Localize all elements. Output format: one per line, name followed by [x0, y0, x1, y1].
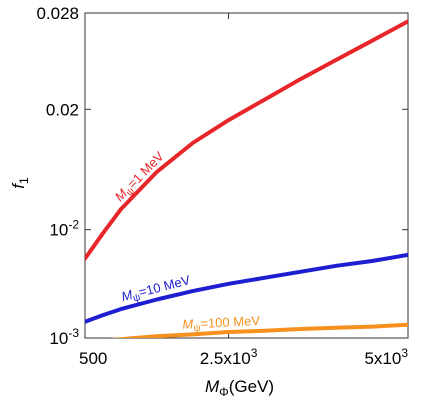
data-series: [85, 19, 408, 338]
y-tick-label: 0.028: [36, 4, 79, 23]
x-tick-label-exponent: 3: [401, 346, 408, 360]
series-label-rest: =100 MeV: [200, 313, 261, 331]
series-label-1: Mψ=1 MeV: [112, 148, 169, 206]
y-tick-label-base: 10: [49, 329, 68, 348]
x-tick-label: 500: [79, 349, 107, 368]
x-tick-label-base: 500: [79, 349, 107, 368]
y-tick-label: 10-3: [49, 326, 79, 348]
series-line-1: [85, 19, 408, 261]
plot-frame: [84, 12, 409, 339]
x-tick-label-base: 2.5x10: [200, 349, 251, 368]
y-tick-label-exponent: -2: [68, 218, 79, 232]
y-tick-label-base: 0.028: [36, 4, 79, 23]
y-tick-label-base: 0.02: [46, 100, 79, 119]
y-tick-label-base: 10: [49, 221, 68, 240]
series-label-rest: =10 MeV: [137, 272, 192, 300]
series-label-main: M: [120, 287, 134, 304]
x-tick-label-exponent: 3: [251, 346, 258, 360]
x-axis-label: MΦ(GeV): [205, 377, 274, 399]
axis-ticks: [84, 12, 409, 339]
x-axis-label-main: M: [205, 377, 220, 396]
series-label-2: Mψ=10 MeV: [120, 272, 193, 307]
y-axis-label: f1: [9, 177, 31, 189]
x-tick-label: 2.5x103: [200, 346, 258, 368]
y-tick-label-exponent: -3: [68, 326, 79, 340]
series-label-sub: ψ: [132, 292, 142, 304]
series-label-sub: ψ: [193, 323, 201, 334]
y-tick-label: 10-2: [49, 218, 79, 240]
series-line-3: [108, 322, 408, 338]
series-line-2: [85, 252, 408, 324]
y-axis-label-main: f: [9, 182, 28, 189]
x-axis-label-sub: Φ: [219, 385, 229, 399]
y-axis-label-sub: 1: [17, 177, 31, 184]
x-tick-label-base: 5x10: [364, 349, 401, 368]
series-label-3: Mψ=100 MeV: [182, 313, 261, 335]
series-label-main: M: [182, 316, 194, 332]
x-tick-label: 5x103: [364, 346, 408, 368]
y-tick-label: 0.02: [46, 100, 79, 119]
x-axis-label-unit: (GeV): [229, 377, 274, 396]
